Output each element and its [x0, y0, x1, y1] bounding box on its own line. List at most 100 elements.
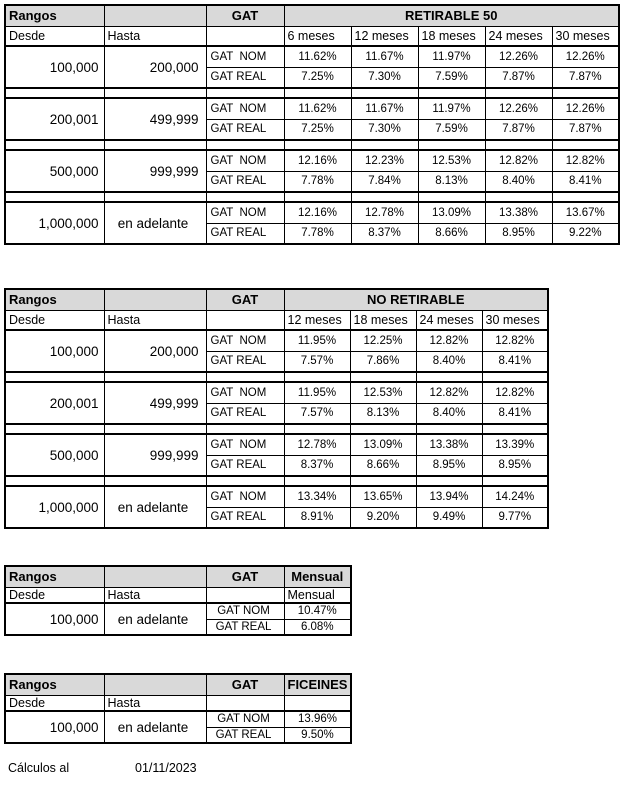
sub-blank-cell — [205, 694, 285, 712]
term-header: Mensual — [283, 586, 352, 604]
rate-value: 7.25% — [283, 118, 352, 141]
term-header: 12 meses — [283, 309, 351, 331]
separator-cell — [551, 139, 620, 151]
rate-value: 8.95% — [484, 222, 553, 245]
rate-value: 12.26% — [484, 97, 553, 120]
rate-value: 12.82% — [551, 149, 620, 172]
rate-value: 11.67% — [350, 97, 419, 120]
separator-cell — [4, 475, 105, 487]
rate-type-label: GAT REAL — [205, 222, 285, 245]
separator-cell — [4, 423, 105, 435]
rate-value: 13.38% — [415, 433, 483, 456]
rate-row: 100,000 200,000 GAT NOM 11.95% 12.25% 12.82% 1… — [4, 329, 549, 373]
product-header: RETIRABLE 50 — [283, 4, 620, 27]
rate-value: 12.16% — [283, 149, 352, 172]
gat-header: GAT — [205, 288, 285, 311]
separator-cell — [415, 475, 483, 487]
separator-cell — [349, 475, 417, 487]
rate-value: 9.77% — [481, 506, 549, 529]
rate-value: 8.40% — [415, 350, 483, 373]
separator-cell — [415, 423, 483, 435]
separator-cell — [4, 139, 105, 151]
term-header: 12 meses — [350, 25, 419, 47]
rate-value: 12.82% — [484, 149, 553, 172]
product-header: NO RETIRABLE — [283, 288, 549, 311]
separator-cell — [484, 191, 553, 203]
rate-type-label: GAT NOM — [205, 149, 285, 172]
rate-row: 200,001 499,999 GAT NOM 11.95% 12.53% 12.82% 1… — [4, 381, 549, 425]
rate-row: 100,000 en adelante GAT NOM 10.47% — [4, 602, 352, 636]
calculation-date-value: 01/11/2023 — [135, 761, 197, 775]
rate-type-label: GAT NOM — [205, 602, 285, 620]
rate-value: 12.82% — [481, 329, 549, 352]
rate-type-label: GAT NOM — [205, 201, 285, 224]
rate-value: 8.37% — [283, 454, 351, 477]
separator-cell — [205, 139, 285, 151]
rate-value: 10.47% — [283, 602, 352, 620]
rate-value: 13.94% — [415, 485, 483, 508]
separator-cell — [283, 87, 352, 99]
rate-value: 7.87% — [484, 66, 553, 89]
rate-row: 1,000,000 en adelante GAT NOM 12.16% 12.78% 1… — [4, 201, 620, 245]
gat-header: GAT — [205, 565, 285, 588]
table-header-row: Rangos GAT Mensual — [4, 565, 352, 588]
range-desde: 500,000 — [4, 149, 105, 193]
product-header: Mensual — [283, 565, 352, 588]
rate-row: 500,000 999,999 GAT NOM 12.78% 13.09% 13.38% 1… — [4, 433, 549, 477]
rate-row: GAT REAL 8.37% 8.66% 8.95% 8.95% — [5, 454, 549, 477]
separator-cell — [484, 139, 553, 151]
rate-value: 12.82% — [481, 381, 549, 404]
rangos-header: Rangos — [4, 565, 105, 588]
header-blank-cell — [103, 4, 207, 27]
separator-cell — [205, 191, 285, 203]
rate-value: 13.65% — [349, 485, 417, 508]
rate-value: 11.97% — [417, 97, 486, 120]
desde-header: Desde — [4, 309, 105, 331]
rate-value: 11.67% — [350, 45, 419, 68]
rate-value: 8.95% — [415, 454, 483, 477]
rate-row: 500,000 999,999 GAT NOM 12.16% 12.23% 12.53% 1… — [4, 149, 620, 193]
table-header-row: Rangos GAT FICEINES — [4, 673, 352, 696]
separator-cell — [350, 139, 419, 151]
separator-cell — [103, 139, 207, 151]
rate-type-label: GAT NOM — [205, 710, 285, 728]
rate-row: GAT REAL 6.08% — [5, 618, 352, 636]
separator-cell — [4, 371, 105, 383]
rate-value: 11.97% — [417, 45, 486, 68]
term-header — [283, 694, 352, 712]
separator-row — [4, 423, 549, 435]
rate-value: 13.34% — [283, 485, 351, 508]
rate-row: GAT REAL 8.91% 9.20% 9.49% 9.77% — [5, 506, 549, 529]
rate-value: 14.24% — [481, 485, 549, 508]
sub-blank-cell — [205, 586, 285, 604]
desde-header: Desde — [4, 25, 105, 47]
separator-cell — [283, 191, 352, 203]
separator-cell — [205, 475, 285, 487]
separator-cell — [103, 191, 207, 203]
rate-type-label: GAT NOM — [205, 329, 285, 352]
separator-cell — [350, 87, 419, 99]
rate-value: 8.40% — [415, 402, 483, 425]
rate-value: 12.25% — [349, 329, 417, 352]
rate-value: 8.13% — [349, 402, 417, 425]
rate-value: 7.78% — [283, 222, 352, 245]
column-header-row: Desde Hasta 6 meses 12 meses 18 meses 24 mese… — [4, 25, 620, 47]
rate-type-label: GAT REAL — [205, 170, 285, 193]
separator-cell — [4, 191, 105, 203]
term-header: 24 meses — [484, 25, 553, 47]
rate-value: 13.96% — [283, 710, 352, 728]
rate-value: 7.59% — [417, 66, 486, 89]
hasta-header: Hasta — [103, 694, 207, 712]
rate-value: 7.84% — [350, 170, 419, 193]
separator-cell — [205, 371, 285, 383]
column-header-row: Desde Hasta — [4, 694, 352, 712]
desde-header: Desde — [4, 586, 105, 604]
rate-row: 200,001 499,999 GAT NOM 11.62% 11.67% 11.97% 1… — [4, 97, 620, 141]
rate-row: GAT REAL 9.50% — [5, 726, 352, 744]
rate-table-ficeines: Rangos GAT FICEINES Desde Hasta 100,000 en ade… — [4, 673, 353, 744]
rate-value: 12.82% — [415, 329, 483, 352]
rangos-header: Rangos — [4, 4, 105, 27]
separator-cell — [417, 191, 486, 203]
rate-row: GAT REAL 7.57% 8.13% 8.40% 8.41% — [5, 402, 549, 425]
